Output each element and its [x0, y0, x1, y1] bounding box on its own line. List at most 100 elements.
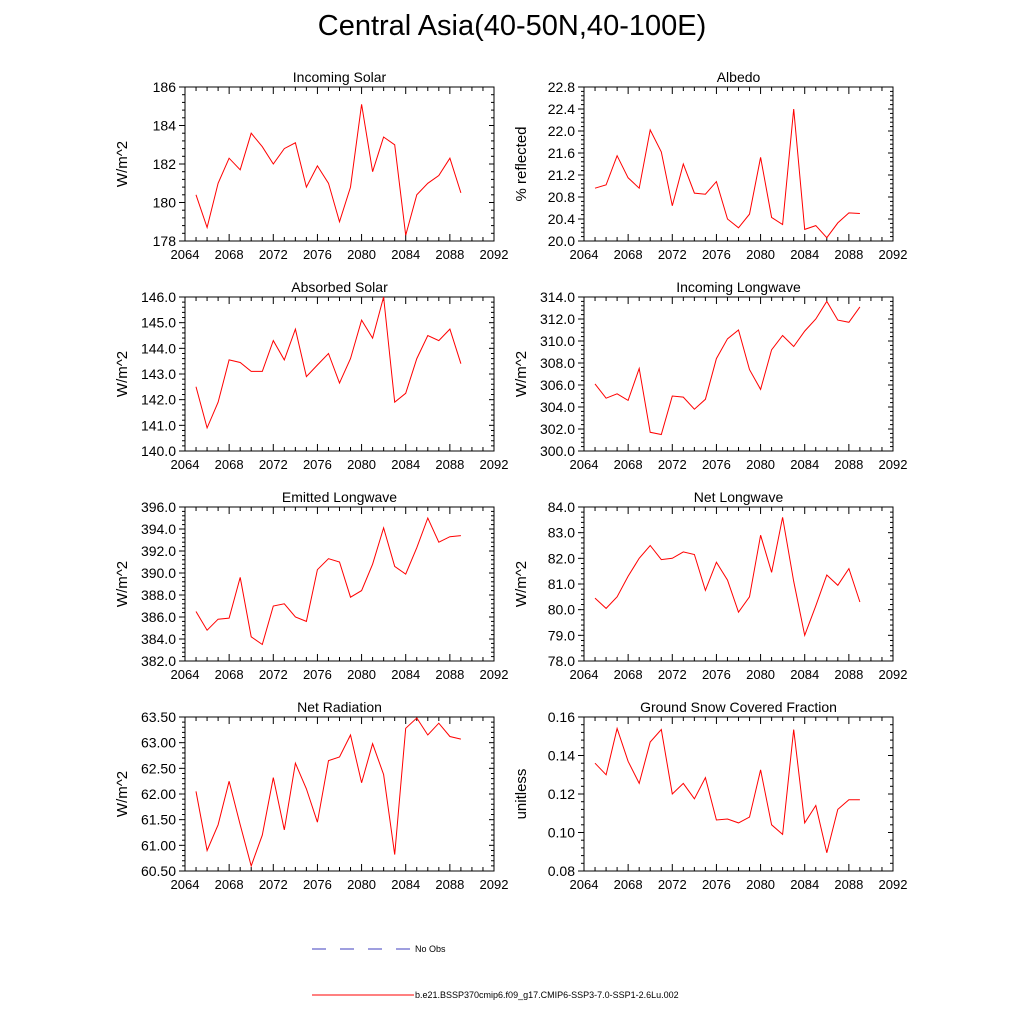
panel-title: Incoming Longwave	[676, 279, 801, 295]
x-tick-label: 2072	[658, 877, 687, 892]
y-axis-label: W/m^2	[114, 561, 131, 607]
x-tick-label: 2068	[215, 877, 244, 892]
x-tick-label: 2088	[834, 877, 863, 892]
y-tick-label: 312.0	[540, 311, 575, 327]
x-tick-label: 2088	[435, 457, 464, 472]
y-tick-label: 300.0	[540, 443, 575, 459]
y-axis-label: W/m^2	[114, 771, 131, 817]
y-tick-label: 0.10	[548, 825, 575, 841]
y-tick-label: 0.08	[548, 863, 575, 879]
x-tick-label: 2064	[570, 667, 599, 682]
x-tick-label: 2064	[171, 877, 200, 892]
x-tick-label: 2084	[391, 877, 420, 892]
x-tick-label: 2080	[347, 667, 376, 682]
y-tick-label: 314.0	[540, 289, 575, 305]
y-tick-label: 180	[153, 195, 177, 211]
x-tick-label: 2072	[658, 667, 687, 682]
x-tick-label: 2092	[480, 667, 509, 682]
y-tick-label: 0.12	[548, 786, 575, 802]
y-tick-label: 21.6	[548, 145, 575, 161]
y-tick-label: 22.0	[548, 123, 575, 139]
x-tick-label: 2092	[879, 247, 908, 262]
x-tick-label: 2080	[746, 247, 775, 262]
y-tick-label: 186	[153, 79, 177, 95]
y-tick-label: 142.0	[141, 392, 176, 408]
x-tick-label: 2064	[171, 667, 200, 682]
y-tick-label: 396.0	[141, 499, 176, 515]
y-tick-label: 143.0	[141, 366, 176, 382]
panel-title: Net Longwave	[694, 489, 784, 505]
panel-title: Albedo	[717, 69, 761, 85]
y-axis-label: W/m^2	[513, 351, 530, 397]
y-tick-label: 20.8	[548, 189, 575, 205]
y-axis-label: % reflected	[513, 126, 530, 201]
panel-title: Emitted Longwave	[282, 489, 397, 505]
y-tick-label: 184	[153, 118, 177, 134]
y-tick-label: 78.0	[548, 653, 575, 669]
plot-frame	[184, 296, 495, 452]
y-axis-label: W/m^2	[114, 351, 131, 397]
x-tick-label: 2064	[570, 457, 599, 472]
x-tick-label: 2092	[480, 457, 509, 472]
x-tick-label: 2072	[259, 877, 288, 892]
x-tick-label: 2076	[702, 457, 731, 472]
y-tick-label: 22.8	[548, 79, 575, 95]
y-tick-label: 21.2	[548, 167, 575, 183]
x-tick-label: 2076	[702, 667, 731, 682]
x-tick-label: 2080	[347, 877, 376, 892]
x-tick-label: 2092	[879, 457, 908, 472]
figure-title: Central Asia(40-50N,40-100E)	[317, 10, 707, 42]
y-tick-label: 61.50	[141, 812, 176, 828]
y-tick-label: 61.00	[141, 837, 176, 853]
series-line	[594, 517, 861, 638]
x-tick-label: 2064	[171, 247, 200, 262]
y-tick-label: 145.0	[141, 315, 176, 331]
legend-obs-line	[312, 948, 414, 950]
plot-frame	[184, 86, 495, 242]
panel-8: Ground Snow Covered Fraction unitless 2064…	[513, 699, 907, 892]
y-tick-label: 146.0	[141, 289, 176, 305]
plot-frame	[583, 506, 894, 662]
plot-frame	[184, 506, 495, 662]
y-tick-label: 60.50	[141, 863, 176, 879]
x-tick-label: 2092	[480, 877, 509, 892]
series-line	[195, 717, 462, 868]
x-tick-label: 2072	[658, 247, 687, 262]
y-tick-label: 79.0	[548, 627, 575, 643]
y-tick-label: 84.0	[548, 499, 575, 515]
y-tick-label: 384.0	[141, 631, 176, 647]
x-tick-label: 2080	[746, 667, 775, 682]
x-tick-label: 2076	[702, 877, 731, 892]
y-tick-label: 144.0	[141, 340, 176, 356]
x-tick-label: 2076	[303, 247, 332, 262]
x-tick-label: 2068	[614, 247, 643, 262]
y-tick-label: 310.0	[540, 333, 575, 349]
y-axis-label: unitless	[513, 769, 530, 820]
panel-3: Absorbed Solar W/m^2 2064 2068 2072 2076 2080 2…	[114, 279, 508, 472]
legend-model-label: b.e21.BSSP370cmip6.f09_g17.CMIP6-SSP3-7.…	[415, 990, 679, 1000]
x-tick-label: 2076	[702, 247, 731, 262]
legend-model-line	[312, 994, 414, 996]
x-tick-label: 2064	[570, 877, 599, 892]
y-axis-label: W/m^2	[114, 141, 131, 187]
series-line	[195, 296, 462, 430]
x-tick-label: 2088	[834, 457, 863, 472]
x-tick-label: 2068	[215, 457, 244, 472]
y-axis-label: W/m^2	[513, 561, 530, 607]
panel-2: Albedo % reflected 2064 2068 2072 2076 2080 208…	[513, 69, 907, 262]
plot-frame	[583, 296, 894, 452]
plot-frame	[184, 716, 495, 872]
x-tick-label: 2080	[347, 247, 376, 262]
y-tick-label: 20.4	[548, 211, 575, 227]
y-tick-label: 178	[153, 233, 177, 249]
panel-title: Incoming Solar	[293, 69, 387, 85]
x-tick-label: 2076	[303, 667, 332, 682]
y-tick-label: 0.14	[548, 748, 575, 764]
x-tick-label: 2084	[391, 457, 420, 472]
y-tick-label: 82.0	[548, 550, 575, 566]
y-tick-label: 390.0	[141, 565, 176, 581]
panel-4: Incoming Longwave W/m^2 2064 2068 2072 2076 20…	[513, 279, 907, 472]
x-tick-label: 2064	[171, 457, 200, 472]
